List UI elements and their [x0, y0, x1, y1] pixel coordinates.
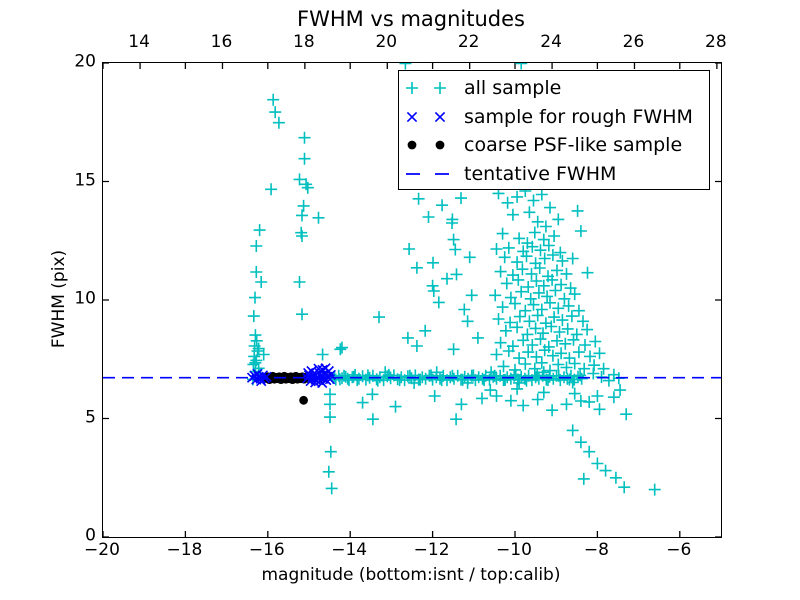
x-axis-label: magnitude (bottom:isnt / top:calib): [261, 565, 561, 585]
plot-svg: [103, 63, 721, 537]
x-tick-label: −6: [666, 540, 692, 560]
y-tick-label: 0: [85, 525, 96, 546]
top-tick-label: 14: [128, 32, 150, 52]
x-tick-label: −20: [84, 540, 120, 560]
x-legend-marker-icon: [406, 111, 446, 122]
coarse-psf-point: [299, 395, 308, 405]
top-tick-label: 26: [622, 32, 645, 52]
y-tick-label: 15: [74, 170, 96, 191]
legend-row: coarse PSF-like sample: [399, 131, 709, 160]
all-sample-plus-markers: [247, 63, 661, 496]
top-tick-label: 22: [457, 32, 480, 52]
legend-label: all sample: [464, 77, 562, 100]
x-tick-label: −10: [496, 540, 532, 560]
x-tick-label: −14: [331, 540, 368, 560]
legend-row: sample for rough FWHM: [399, 103, 709, 132]
top-tick-label: 28: [705, 32, 727, 52]
y-tick-label: 5: [85, 407, 96, 428]
legend: all sample sample for rough FWHM coarse PS…: [398, 70, 710, 190]
y-axis-label: FWHM (pix): [49, 249, 69, 349]
axis-tick-marks: [103, 63, 721, 537]
legend-row: all sample: [399, 74, 709, 103]
y-tick-label: 20: [74, 51, 96, 72]
rough-fwhm-x-markers: [246, 363, 336, 389]
top-tick-label: 16: [210, 32, 233, 52]
legend-label: sample for rough FWHM: [464, 105, 693, 128]
top-tick-label: 24: [540, 32, 562, 52]
x-tick-label: −12: [413, 540, 450, 560]
circle-legend-marker-icon: [407, 140, 445, 150]
x-tick-label: −16: [248, 540, 285, 560]
x-tick-label: −18: [166, 540, 203, 560]
y-tick-label: 10: [74, 288, 96, 309]
top-tick-label: 18: [293, 32, 315, 52]
legend-row: tentative FWHM: [399, 160, 709, 189]
top-tick-label: 20: [375, 32, 398, 52]
legend-label: tentative FWHM: [464, 162, 617, 185]
x-tick-label: −8: [583, 540, 609, 560]
legend-label: coarse PSF-like sample: [464, 134, 683, 157]
plus-legend-marker-icon: [406, 82, 446, 95]
chart-title: FWHM vs magnitudes: [296, 7, 525, 31]
dashed-line-legend-marker-icon: [406, 172, 452, 175]
